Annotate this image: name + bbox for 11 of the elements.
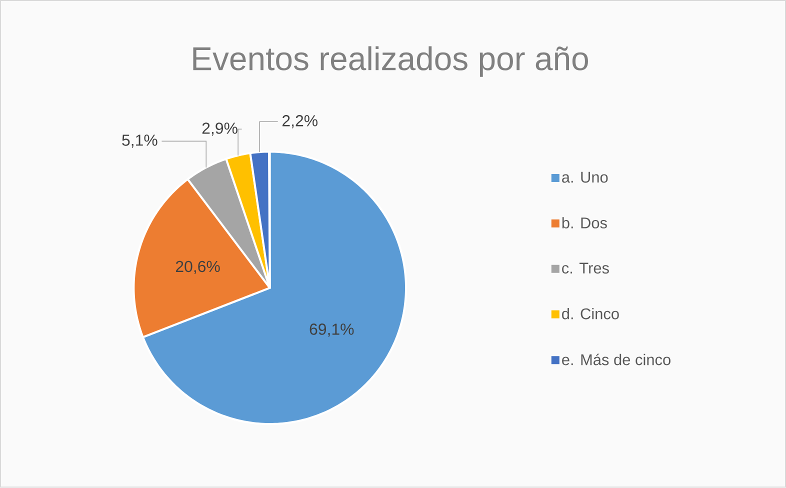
legend-label: e. Más de cinco bbox=[562, 354, 670, 366]
data-label: 2,9% bbox=[202, 122, 238, 136]
legend-label: a. Uno bbox=[562, 172, 608, 183]
data-label: 2,2% bbox=[282, 115, 318, 128]
data-label: 20,6% bbox=[176, 261, 220, 274]
data-label: 5,1% bbox=[122, 134, 158, 148]
data-label: 69,1% bbox=[310, 324, 354, 337]
legend-label: b. Dos bbox=[562, 217, 607, 229]
legend-label: d. Cinco bbox=[562, 308, 619, 320]
legend-label: c. Tres bbox=[562, 262, 609, 274]
chart-title: Eventos realizados por año bbox=[193, 46, 588, 78]
